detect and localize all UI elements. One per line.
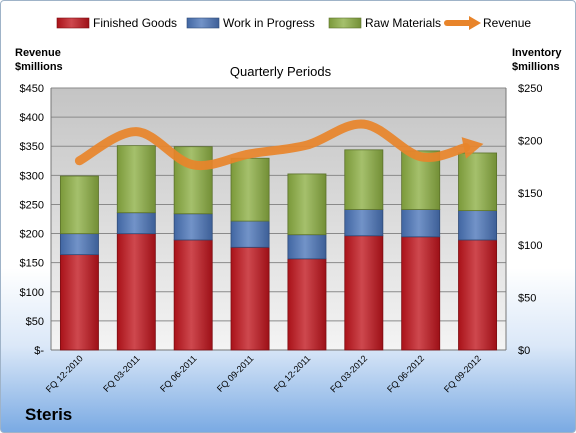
category-label: FQ 03-2011 [101,353,142,394]
bar-finished-goods [344,235,384,351]
bar-finished-goods [59,254,99,351]
left-tick-label: $200 [20,229,44,241]
bar-work-in-progress [401,209,441,238]
left-tick-label: $- [34,345,44,357]
bar-finished-goods [173,239,213,351]
right-tick-label: $0 [518,345,530,357]
bar-raw-materials [458,152,498,212]
legend-swatch-raw-materials [328,17,362,29]
bar-finished-goods [116,233,156,351]
category-label: FQ 09-2012 [442,353,483,394]
category-label: FQ 09-2011 [215,353,256,394]
left-tick-label: $100 [20,287,44,299]
legend-label: Finished Goods [93,16,177,30]
bar-work-in-progress [116,212,156,235]
left-tick-label: $150 [20,258,44,270]
bar-raw-materials [116,145,156,214]
legend-swatch-finished-goods [56,17,90,29]
left-axis-title: Revenue $millions [15,46,63,74]
bar-raw-materials [59,175,99,235]
left-tick-label: $300 [20,170,44,182]
right-tick-label: $150 [518,188,542,200]
right-tick-label: $200 [518,135,542,147]
legend-swatch-arrow [469,16,481,30]
category-label: FQ 06-2012 [385,353,426,394]
bar-raw-materials [344,149,384,210]
right-tick-label: $250 [518,83,542,95]
bar-finished-goods [287,258,327,351]
revenue-line-arrowhead [461,137,484,159]
legend-label: Raw Materials [365,16,441,30]
right-tick-label: $50 [518,293,536,305]
bar-work-in-progress [173,213,213,241]
revenue-line [74,119,471,171]
left-tick-label: $350 [20,141,44,153]
legend-label: Revenue [483,16,531,30]
category-label: FQ 03-2012 [328,353,369,394]
chart-title: Quarterly Periods [230,64,332,79]
left-tick-label: $50 [26,316,44,328]
company-name: Steris [25,405,73,424]
left-tick-label: $250 [20,199,44,211]
left-tick-label: $400 [20,112,44,124]
bar-work-in-progress [59,233,99,256]
right-tick-label: $100 [518,240,542,252]
legend-label: Work in Progress [223,16,315,30]
category-label: FQ 06-2011 [158,353,199,394]
bar-work-in-progress [344,209,384,237]
category-label: FQ 12-2010 [44,353,85,394]
bar-raw-materials [230,157,270,222]
right-axis-title-line1: Inventory [512,47,562,59]
left-axis-title-line2: $millions [15,61,63,73]
left-tick-label: $450 [20,83,44,95]
bar-finished-goods [230,246,270,351]
bar-work-in-progress [458,210,498,241]
bar-raw-materials [287,173,327,236]
bar-finished-goods [401,236,441,351]
right-axis-title-line2: $millions [512,61,560,73]
legend-swatch-work-in-progress [186,17,220,29]
bar-work-in-progress [230,220,270,248]
bar-finished-goods [458,239,498,351]
category-label: FQ 12-2011 [272,353,313,394]
left-axis-title-line1: Revenue [15,47,61,59]
right-axis-title: Inventory $millions [512,46,562,74]
bar-work-in-progress [287,234,327,260]
